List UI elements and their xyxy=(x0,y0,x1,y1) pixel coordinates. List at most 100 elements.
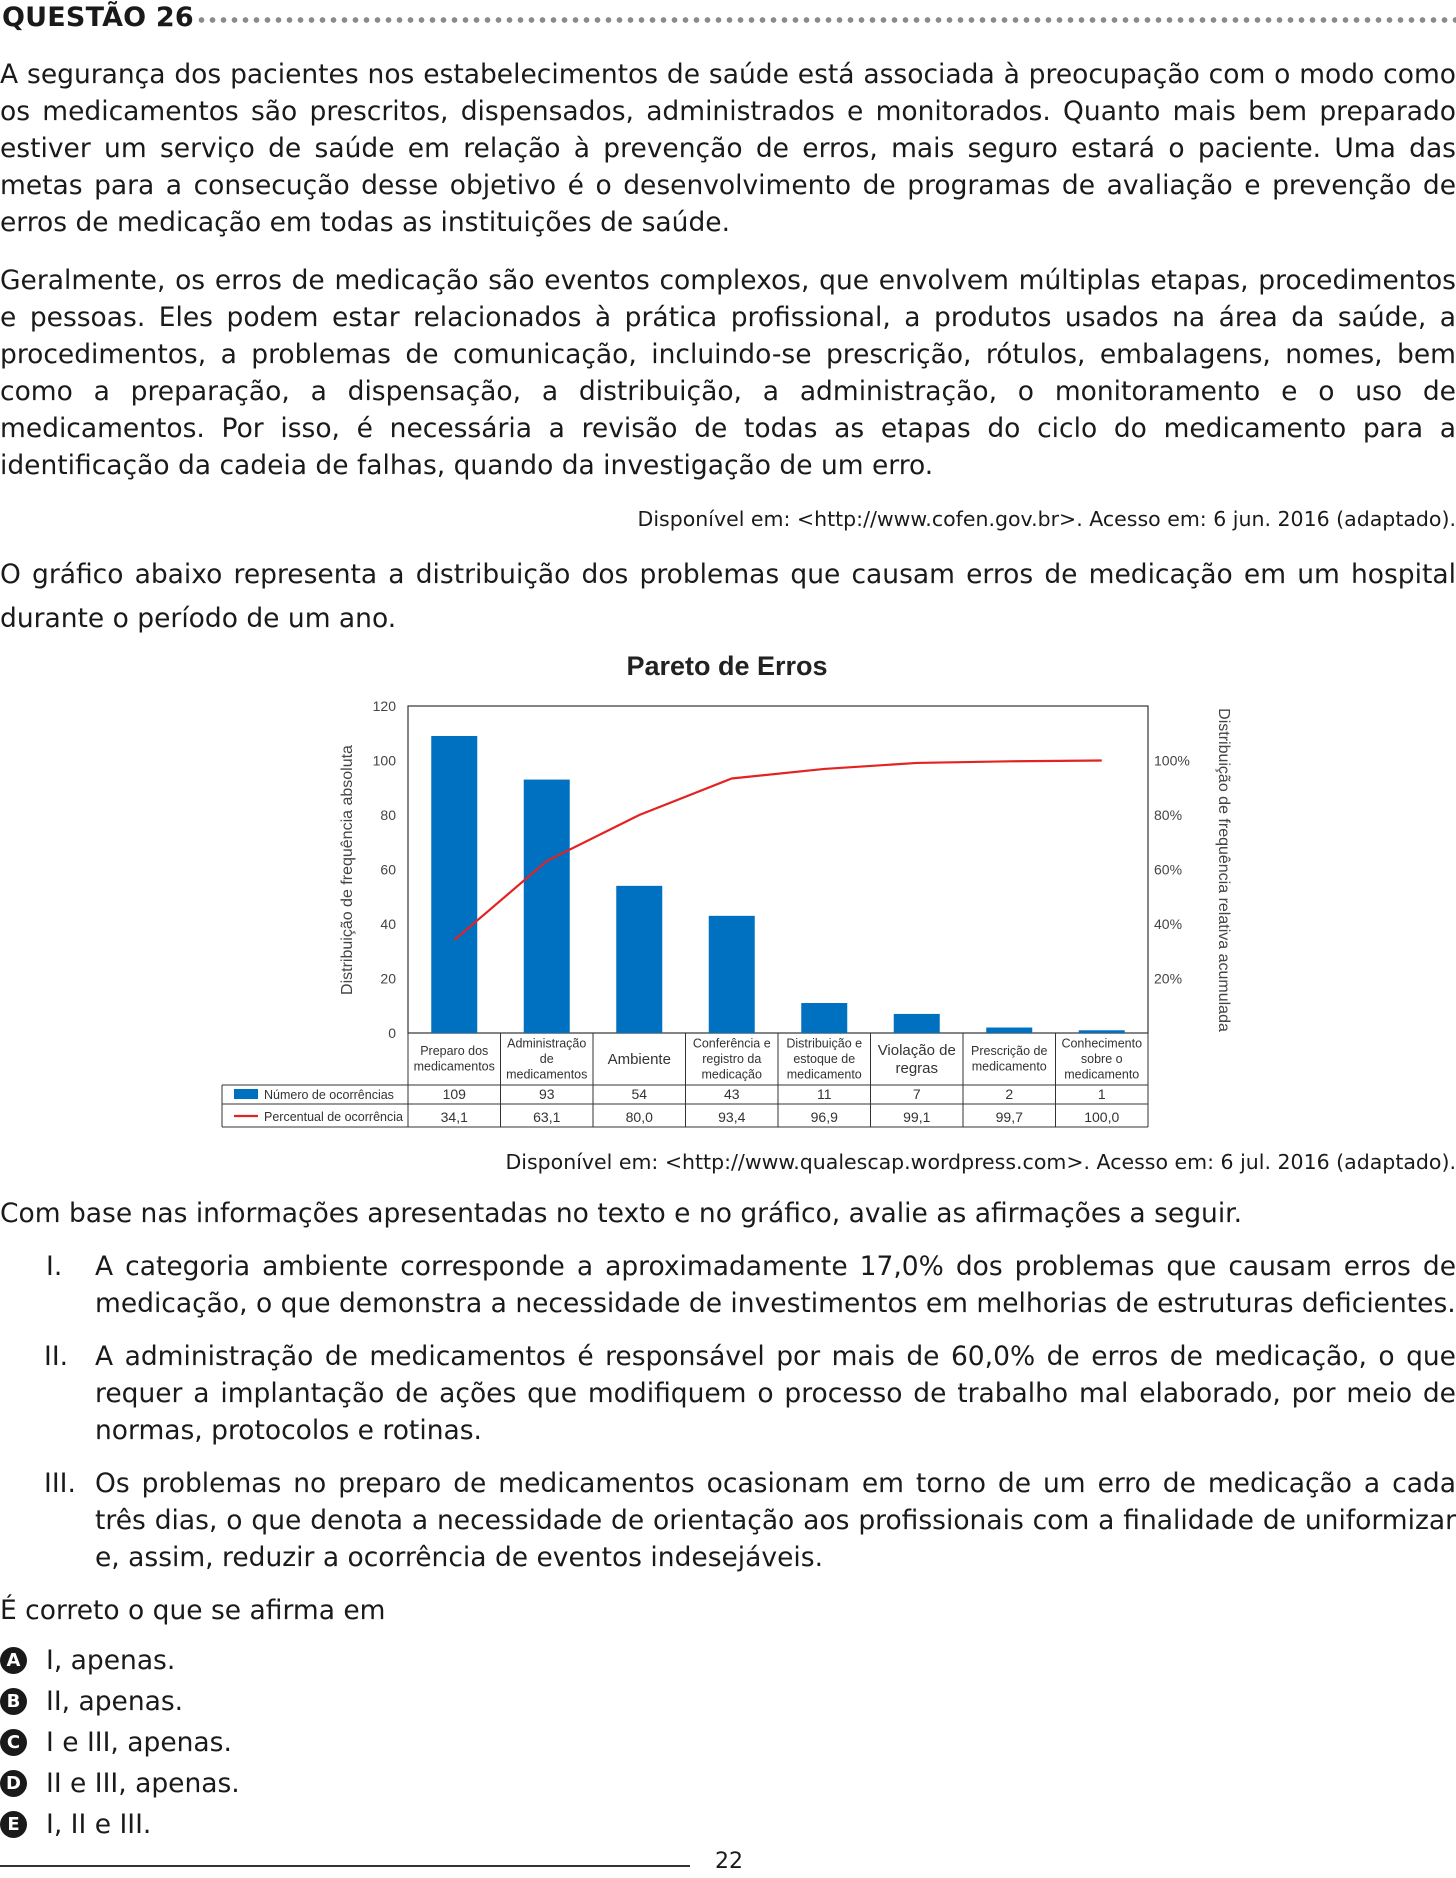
bar xyxy=(801,1003,848,1033)
y2-tick-label: 20% xyxy=(1154,971,1182,987)
data-label: 11 xyxy=(817,1086,832,1102)
option-text: II e III, apenas. xyxy=(46,1768,240,1799)
category-label: medicamento xyxy=(972,1060,1047,1074)
y-tick-label: 80 xyxy=(380,807,396,823)
data-label: 93 xyxy=(539,1086,555,1102)
statement-item: II. A administração de medicamentos é re… xyxy=(0,1338,1456,1449)
data-label: 99,1 xyxy=(903,1109,930,1125)
statement-number: II. xyxy=(44,1341,69,1372)
data-label: 96,9 xyxy=(811,1109,838,1125)
paragraph-4: Com base nas informações apresentadas no… xyxy=(0,1198,1243,1229)
data-label: 99,7 xyxy=(996,1109,1023,1125)
option-letter-badge: E xyxy=(0,1811,27,1838)
statement-item: I. A categoria ambiente corresponde a ap… xyxy=(0,1248,1456,1322)
category-label: de xyxy=(540,1052,554,1066)
statement-text: A administração de medicamentos é respon… xyxy=(95,1341,1456,1446)
category-label: medicamento xyxy=(787,1067,862,1081)
category-label: Ambiente xyxy=(608,1051,671,1068)
statement-item: III. Os problemas no preparo de medicame… xyxy=(0,1465,1456,1576)
statement-text: A categoria ambiente corresponde a aprox… xyxy=(95,1251,1456,1319)
data-label: 43 xyxy=(724,1086,740,1102)
option-text: I, II e III. xyxy=(46,1809,152,1840)
option-letter-badge: C xyxy=(0,1729,27,1756)
bar xyxy=(893,1013,940,1033)
chart-title: Pareto de Erros xyxy=(626,651,827,681)
y-tick-label: 100 xyxy=(373,753,397,769)
data-label: 34,1 xyxy=(441,1109,468,1125)
bar xyxy=(431,735,478,1033)
option-d[interactable]: D II e III, apenas. xyxy=(0,1763,600,1804)
paragraph-3: O gráfico abaixo representa a distribuiç… xyxy=(0,559,1456,634)
source-citation-2: Disponível em: <http://www.qualescap.wor… xyxy=(505,1150,1456,1174)
plot-frame xyxy=(407,705,1149,1034)
statement-number: I. xyxy=(46,1251,63,1282)
option-text: I e III, apenas. xyxy=(46,1727,232,1758)
y-axis-label: Distribuição de frequência absoluta xyxy=(339,745,356,995)
category-label: Distribuição e xyxy=(786,1036,862,1050)
category-label: regras xyxy=(895,1060,938,1077)
pareto-chart: Pareto de Erros 0 20 40 60 80 100 120 20% 40% 60%… xyxy=(0,640,1456,1140)
category-label: medicamentos xyxy=(506,1067,587,1081)
answer-options: A I, apenas. B II, apenas. C I e III, ap… xyxy=(0,1640,600,1845)
cumulative-line xyxy=(453,759,1102,941)
question-title: QUESTÃO 26 xyxy=(2,2,194,33)
category-label: Conhecimento xyxy=(1061,1036,1142,1050)
source-citation-1: Disponível em: <http://www.cofen.gov.br>… xyxy=(637,507,1456,531)
question-prompt: É correto o que se afirma em xyxy=(0,1595,386,1626)
legend-label: Número de ocorrências xyxy=(264,1088,394,1102)
bar xyxy=(616,885,663,1033)
y2-tick-label: 40% xyxy=(1154,916,1182,932)
option-text: II, apenas. xyxy=(46,1686,184,1717)
option-text: I, apenas. xyxy=(46,1645,176,1676)
option-c[interactable]: C I e III, apenas. xyxy=(0,1722,600,1763)
y-tick-label: 40 xyxy=(380,916,396,932)
category-label: medicamento xyxy=(1064,1067,1139,1081)
category-label: Administração xyxy=(507,1036,586,1050)
category-label: Preparo dos xyxy=(420,1044,488,1058)
data-label: 7 xyxy=(913,1086,921,1102)
y-tick-label: 60 xyxy=(380,862,396,878)
bar xyxy=(1078,1030,1125,1033)
data-label: 93,4 xyxy=(718,1109,745,1125)
y-tick-label: 20 xyxy=(380,971,396,987)
y2-axis-label: Distribuição de frequência relativa acum… xyxy=(1215,708,1232,1032)
option-a[interactable]: A I, apenas. xyxy=(0,1640,600,1681)
option-b[interactable]: B II, apenas. xyxy=(0,1681,600,1722)
y2-tick-label: 80% xyxy=(1154,807,1182,823)
option-letter-badge: B xyxy=(0,1688,27,1715)
footer-divider xyxy=(0,1865,690,1867)
legend-swatch-bar xyxy=(234,1089,258,1099)
paragraph-2: Geralmente, os erros de medicação são ev… xyxy=(0,265,1456,481)
y2-tick-label: 100% xyxy=(1154,753,1190,769)
y-tick-label: 120 xyxy=(373,698,397,714)
data-label: 63,1 xyxy=(533,1109,560,1125)
statement-text: Os problemas no preparo de medicamentos … xyxy=(95,1468,1456,1573)
chart-svg: Pareto de Erros 0 20 40 60 80 100 120 20% 40% 60%… xyxy=(221,651,1232,1128)
question-header: QUESTÃO 26 xyxy=(0,0,1456,36)
option-letter-badge: A xyxy=(0,1647,27,1674)
data-label: 109 xyxy=(443,1086,467,1102)
category-label: Conferência e xyxy=(693,1036,771,1050)
category-label: registro da xyxy=(702,1052,761,1066)
option-e[interactable]: E I, II e III. xyxy=(0,1804,600,1845)
legend-label: Percentual de ocorrência xyxy=(264,1110,403,1124)
category-label: sobre o xyxy=(1081,1052,1123,1066)
category-label: medicação xyxy=(702,1067,762,1081)
option-letter-badge: D xyxy=(0,1770,27,1797)
category-label: estoque de xyxy=(793,1052,855,1066)
statement-list: I. A categoria ambiente corresponde a ap… xyxy=(0,1248,1456,1592)
bar xyxy=(986,1027,1033,1033)
data-label: 54 xyxy=(631,1086,647,1102)
dotted-divider xyxy=(196,17,1456,23)
y-tick-label: 0 xyxy=(388,1025,396,1041)
data-label: 1 xyxy=(1098,1086,1106,1102)
page-number: 22 xyxy=(715,1849,743,1874)
paragraph-1: A segurança dos pacientes nos estabeleci… xyxy=(0,59,1456,238)
data-label: 80,0 xyxy=(626,1109,653,1125)
statement-number: III. xyxy=(44,1468,76,1499)
data-label: 100,0 xyxy=(1084,1109,1119,1125)
category-label: Violação de xyxy=(878,1042,956,1059)
category-label: Prescrição de xyxy=(971,1044,1047,1058)
data-label: 2 xyxy=(1005,1086,1013,1102)
category-label: medicamentos xyxy=(414,1060,495,1074)
